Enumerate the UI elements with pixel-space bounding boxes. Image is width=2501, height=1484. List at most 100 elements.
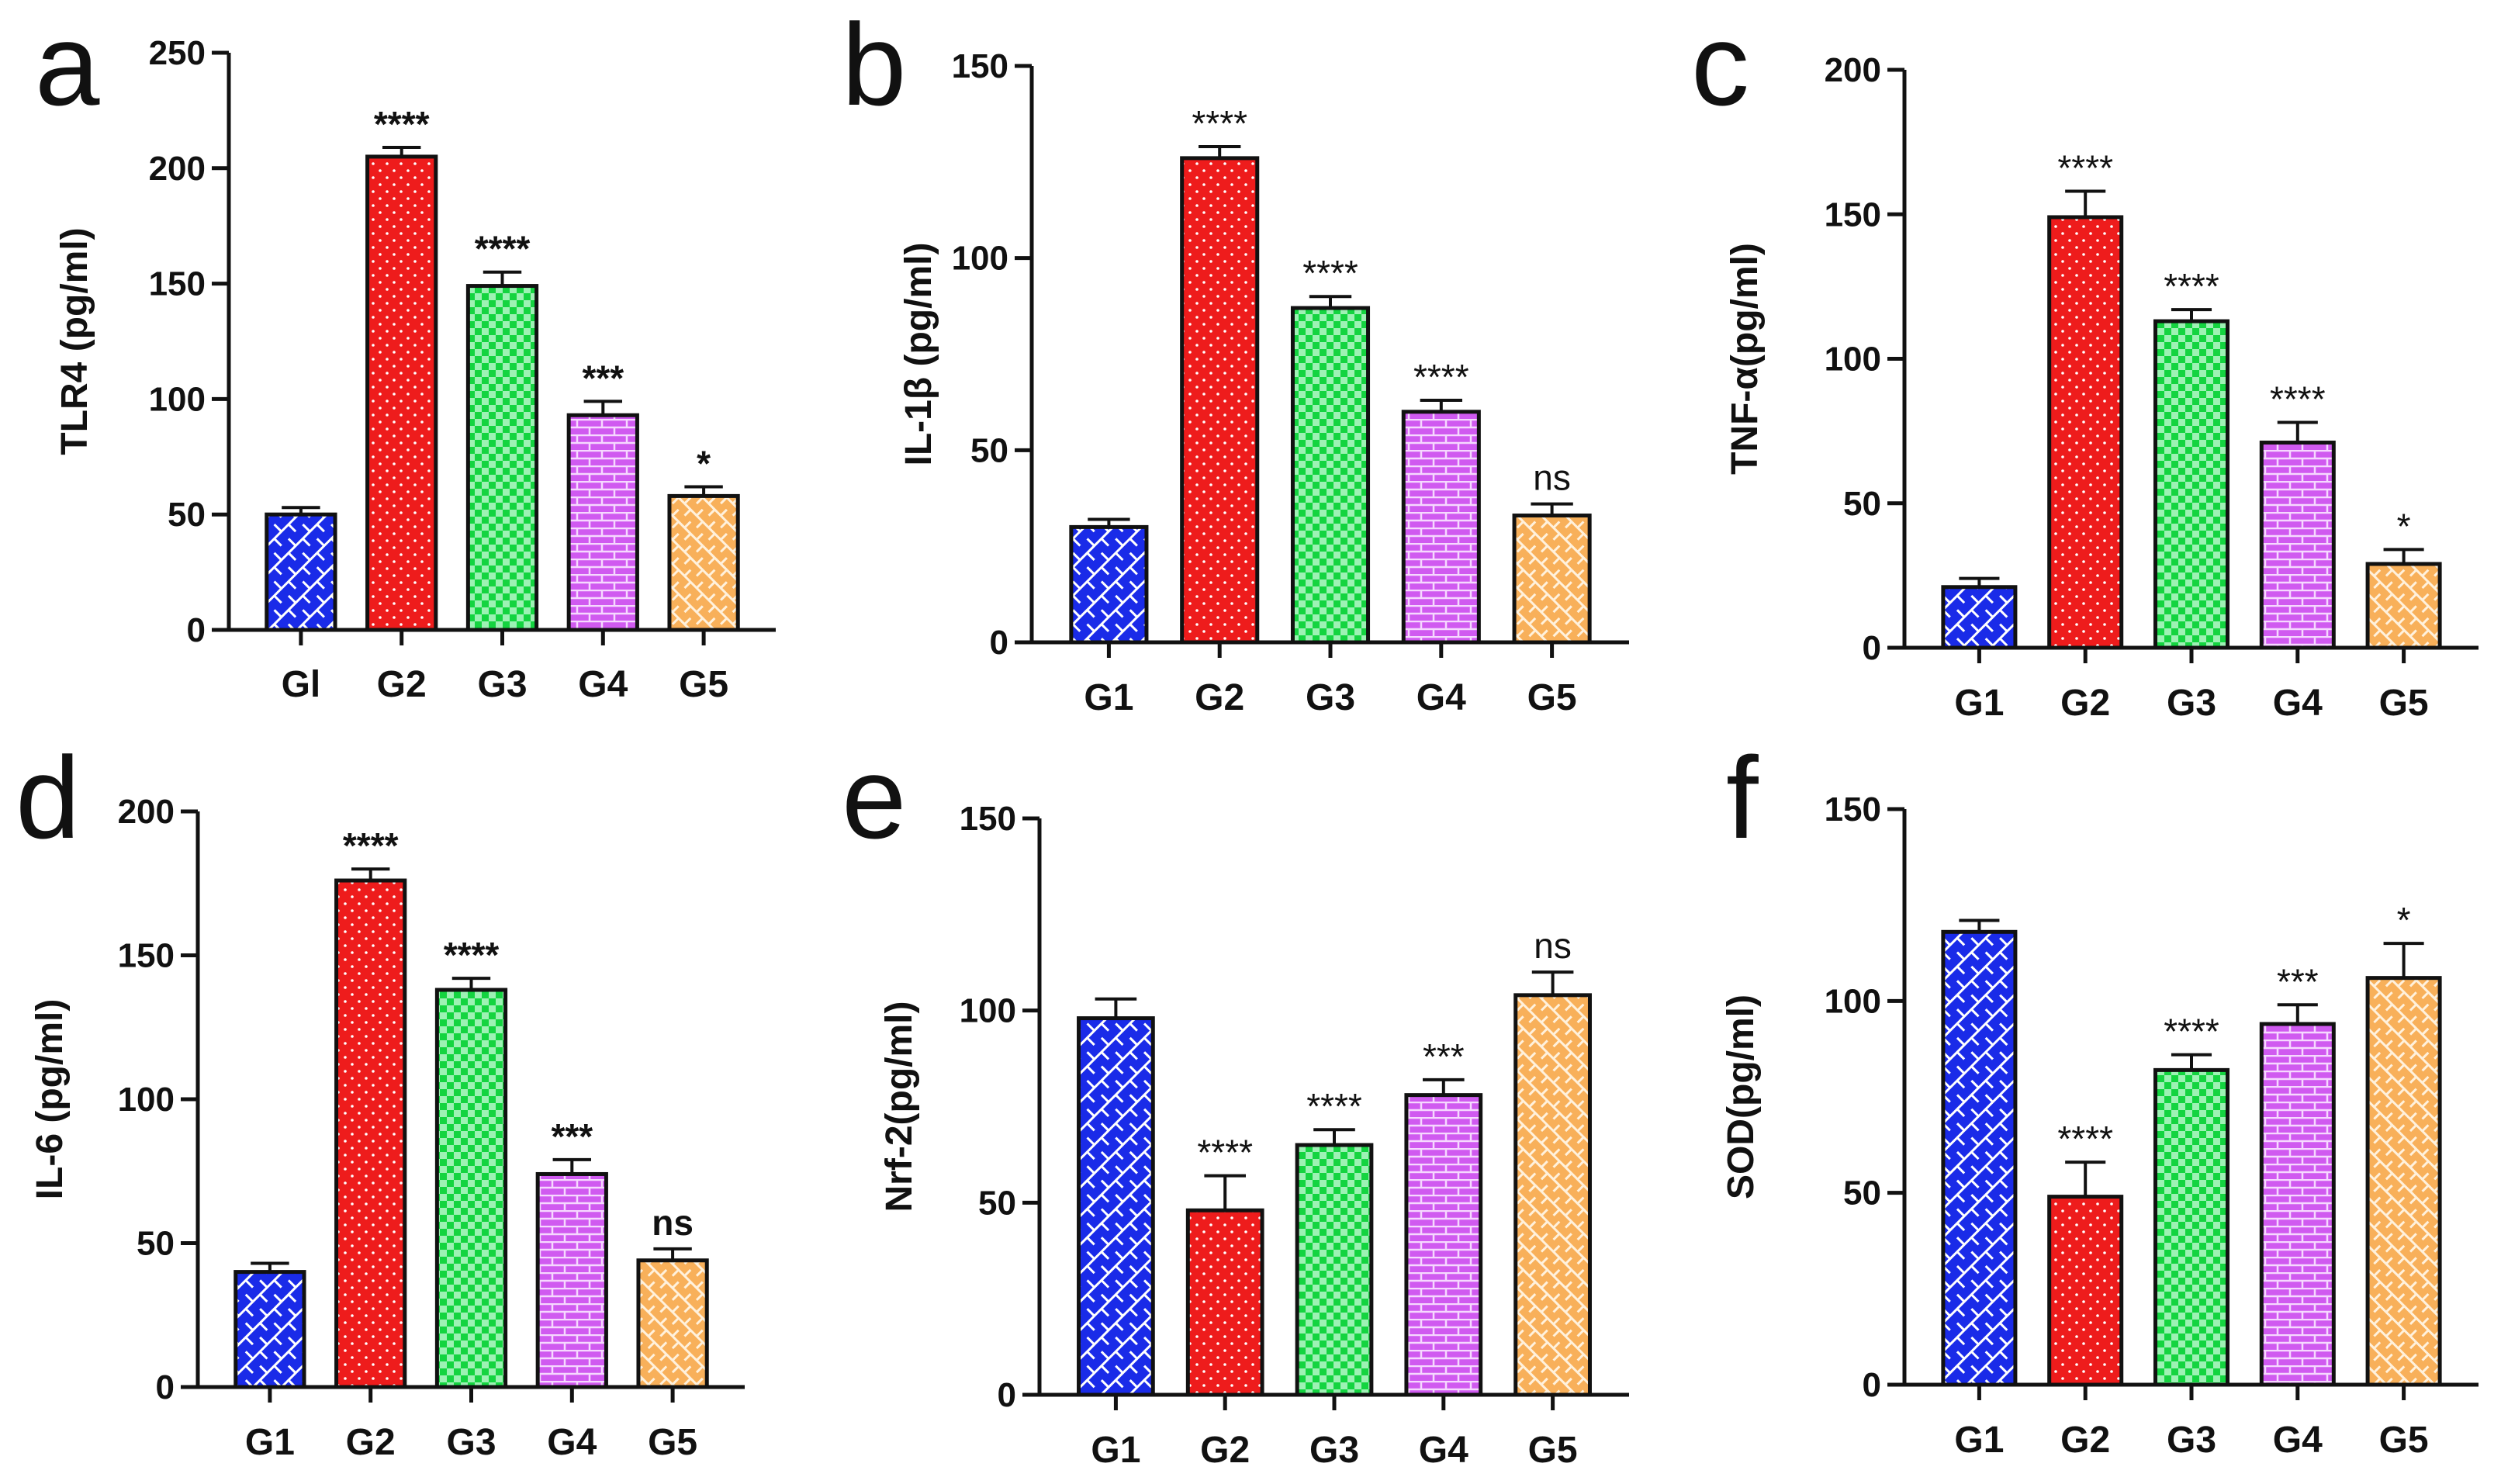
x-tick-label: G3: [446, 1422, 496, 1463]
significance-label: ****: [1306, 1086, 1362, 1126]
y-tick-label: 100: [1825, 982, 1881, 1020]
x-tick-label: Gl: [282, 664, 321, 705]
panel-b: b IL-1β (pg/ml) 0 50 100 150 G1 G2 **** G3 **** G4 *…: [842, 0, 1629, 718]
y-tick-label: 100: [960, 992, 1016, 1030]
bar-g3: [434, 988, 508, 1389]
significance-label: ****: [2164, 1012, 2219, 1052]
significance-label: ns: [652, 1202, 694, 1243]
bar-g3: [465, 284, 539, 632]
significance-label: ****: [2057, 147, 2113, 188]
x-tick-label: G4: [1417, 677, 1466, 718]
significance-label: ****: [444, 935, 500, 975]
y-tick-label: 100: [149, 380, 206, 418]
y-tick-label: 150: [952, 47, 1008, 85]
x-tick-label: G2: [2060, 1420, 2110, 1461]
x-tick-label: G1: [1084, 677, 1133, 718]
x-tick-label: G1: [1091, 1430, 1140, 1471]
panel-letter: c: [1691, 0, 1749, 130]
x-tick-label: G3: [1306, 677, 1355, 718]
significance-label: ****: [374, 104, 430, 144]
significance-label: ***: [551, 1116, 593, 1157]
significance-label: ****: [1302, 253, 1358, 293]
bar-g4: [566, 413, 639, 632]
x-tick-label: G4: [1419, 1430, 1468, 1471]
bar-g4: [1401, 410, 1481, 645]
y-tick-label: 100: [118, 1081, 175, 1119]
significance-label: *: [697, 443, 711, 483]
y-tick-label: 0: [1863, 629, 1881, 667]
significance-label: *: [2397, 900, 2411, 940]
y-tick-label: 250: [149, 34, 206, 72]
y-tick-label: 200: [1825, 51, 1881, 89]
y-tick-label: 50: [1843, 1174, 1881, 1212]
bar-g5: [1513, 993, 1592, 1397]
panel-letter: d: [16, 732, 80, 863]
panel-letter: f: [1726, 732, 1759, 863]
x-tick-label: G3: [2167, 683, 2216, 724]
x-tick-label: G1: [1954, 1420, 2004, 1461]
bar-g5: [2365, 562, 2442, 650]
y-tick-label: 0: [998, 1376, 1016, 1414]
y-axis-title: IL-6 (pg/ml): [29, 999, 71, 1200]
x-tick-label: G4: [547, 1422, 597, 1463]
y-axis-title: Nrf-2(pg/ml): [879, 1001, 920, 1212]
y-tick-label: 150: [1825, 195, 1881, 233]
x-tick-label: G1: [245, 1422, 295, 1463]
x-tick-label: G3: [1309, 1430, 1359, 1471]
bar-g2: [334, 878, 407, 1389]
bar-g4: [2259, 1022, 2336, 1387]
y-tick-label: 50: [168, 496, 206, 534]
x-tick-label: G5: [2379, 1420, 2429, 1461]
x-tick-label: G3: [2167, 1420, 2216, 1461]
panel-letter: e: [842, 732, 906, 863]
panel-letter: a: [35, 0, 100, 130]
bar-g3: [2153, 1067, 2230, 1387]
y-tick-label: 50: [978, 1184, 1016, 1222]
significance-label: ****: [1413, 357, 1469, 397]
bar-g2: [1180, 156, 1260, 645]
x-tick-label: G5: [1528, 1430, 1578, 1471]
y-axis-title: SOD(pg/ml): [1721, 995, 1762, 1199]
significance-label: ****: [2057, 1119, 2113, 1159]
x-tick-label: G5: [679, 664, 728, 705]
bar-g1: [233, 1270, 306, 1389]
panel-d: d IL-6 (pg/ml) 0 50 100 150 200 G1 G2 **** G3 **** G…: [16, 732, 745, 1463]
bar-g2: [2047, 215, 2124, 650]
significance-label: ****: [2164, 266, 2219, 306]
x-tick-label: G5: [2379, 683, 2429, 724]
bar-g1: [1077, 1016, 1155, 1397]
y-axis-title: IL-1β (pg/ml): [898, 243, 939, 466]
bar-g4: [2259, 441, 2336, 650]
significance-label: ***: [582, 358, 624, 398]
bar-g1: [1941, 929, 2018, 1387]
bar-g3: [1290, 306, 1371, 645]
x-tick-label: G2: [346, 1422, 396, 1463]
x-tick-label: G4: [2273, 1420, 2323, 1461]
x-tick-label: G4: [2273, 683, 2323, 724]
panel-e: e Nrf-2(pg/ml) 0 50 100 150 G1 G2 **** G3 **** G4 **…: [842, 732, 1629, 1471]
bar-g5: [1512, 514, 1592, 645]
x-tick-label: G2: [377, 664, 427, 705]
y-axis-title: TLR4 (pg/ml): [54, 227, 95, 455]
panel-c: c TNF-α(pg/ml) 0 50 100 150 200 G1 G2 **** G3 **** G…: [1691, 0, 2479, 724]
y-tick-label: 100: [952, 240, 1008, 278]
significance-label: ****: [1197, 1133, 1253, 1173]
bar-gl: [265, 512, 337, 632]
bar-g2: [365, 154, 438, 632]
y-tick-label: 150: [149, 265, 206, 303]
y-tick-label: 50: [970, 431, 1008, 469]
significance-label: *: [2397, 506, 2411, 546]
y-tick-label: 0: [1863, 1366, 1881, 1404]
y-tick-label: 0: [156, 1368, 175, 1406]
y-tick-label: 50: [137, 1225, 175, 1263]
significance-label: ****: [1192, 103, 1247, 144]
y-tick-label: 150: [118, 937, 175, 975]
significance-label: ns: [1534, 925, 1572, 966]
x-tick-label: G3: [477, 664, 527, 705]
bar-g4: [535, 1171, 608, 1389]
x-tick-label: G2: [1200, 1430, 1250, 1471]
bar-g2: [1185, 1208, 1264, 1397]
y-tick-label: 150: [960, 800, 1016, 838]
bar-g3: [1295, 1143, 1374, 1397]
